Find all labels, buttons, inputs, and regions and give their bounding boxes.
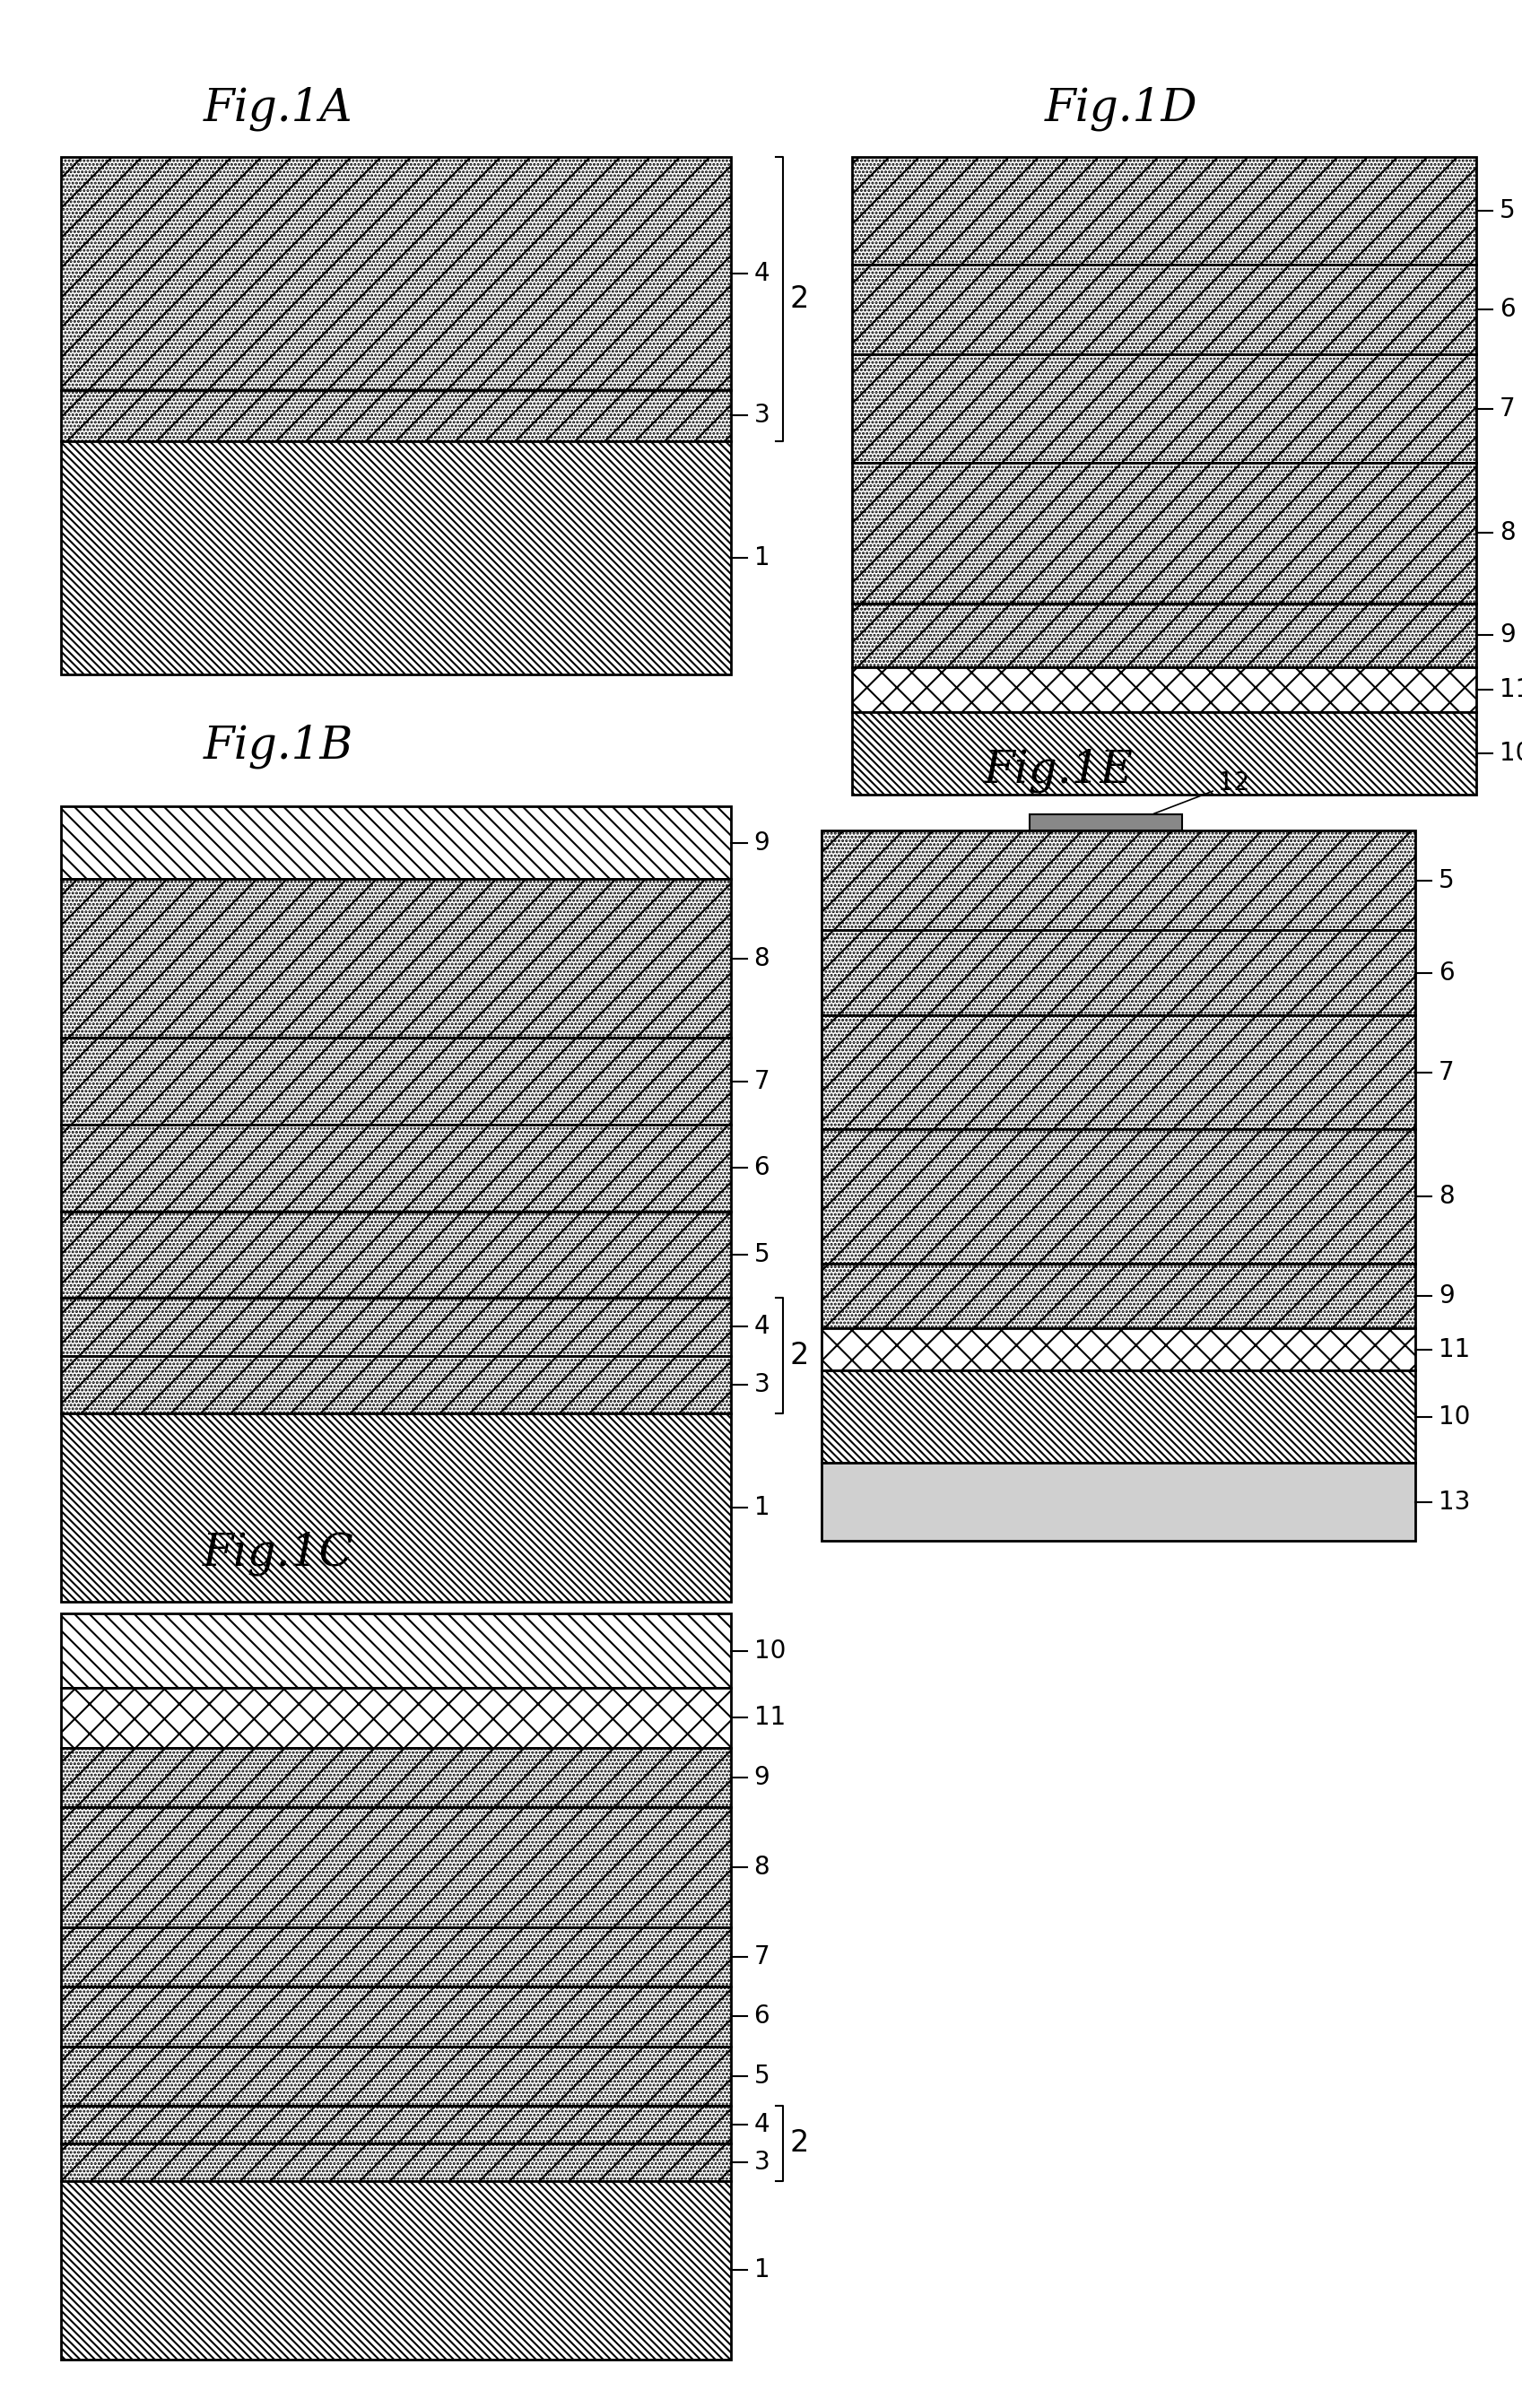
Text: 2: 2 — [790, 284, 808, 313]
Bar — [61, 1413, 731, 1601]
Text: Fig.1E: Fig.1E — [983, 749, 1134, 792]
Text: 9: 9 — [1499, 624, 1516, 648]
Bar — [822, 1264, 1415, 1327]
Text: 5: 5 — [1438, 867, 1455, 893]
Text: 12: 12 — [1154, 771, 1250, 814]
Bar — [61, 390, 731, 441]
Bar — [61, 1298, 731, 1356]
Text: 9: 9 — [753, 1765, 770, 1789]
Bar — [61, 2107, 731, 2143]
Bar — [61, 1808, 731, 1926]
Text: 3: 3 — [753, 1373, 770, 1397]
Text: 3: 3 — [753, 2150, 770, 2174]
Bar — [61, 441, 731, 674]
Bar — [61, 2047, 731, 2107]
Text: 4: 4 — [753, 2112, 770, 2138]
Text: Fig.1A: Fig.1A — [204, 87, 353, 130]
Text: 6: 6 — [753, 2003, 770, 2030]
Bar — [852, 602, 1476, 667]
Text: 7: 7 — [1438, 1060, 1455, 1086]
Text: 11: 11 — [1438, 1336, 1470, 1363]
Bar — [61, 1926, 731, 1987]
Text: 5: 5 — [753, 2064, 770, 2088]
Text: Fig.1B: Fig.1B — [202, 725, 353, 768]
Text: 3: 3 — [753, 402, 770, 429]
Text: Fig.1C: Fig.1C — [202, 1531, 353, 1575]
Bar — [822, 1327, 1415, 1370]
Text: 10: 10 — [753, 1637, 785, 1664]
Bar — [61, 1987, 731, 2047]
Text: 11: 11 — [753, 1705, 785, 1731]
Text: 13: 13 — [1438, 1491, 1470, 1515]
Bar — [61, 2182, 731, 2360]
Text: 4: 4 — [753, 1315, 770, 1339]
Text: 9: 9 — [1438, 1283, 1455, 1308]
Bar — [852, 265, 1476, 354]
Bar — [61, 1125, 731, 1211]
Text: 7: 7 — [753, 1943, 770, 1970]
Bar — [61, 1613, 731, 1688]
Text: 1: 1 — [753, 1495, 770, 1519]
Bar — [852, 462, 1476, 602]
Bar — [61, 2143, 731, 2182]
Text: 11: 11 — [1499, 677, 1522, 701]
Bar — [61, 879, 731, 1038]
Bar — [61, 1211, 731, 1298]
Bar — [822, 831, 1415, 929]
Bar — [822, 1370, 1415, 1464]
Text: 6: 6 — [753, 1156, 770, 1180]
Text: 4: 4 — [753, 260, 770, 287]
Bar — [61, 1356, 731, 1413]
Bar — [852, 713, 1476, 795]
Text: 2: 2 — [790, 2129, 808, 2158]
Bar — [61, 1038, 731, 1125]
Text: 1: 1 — [753, 544, 770, 571]
Bar — [822, 1016, 1415, 1129]
Text: 7: 7 — [1499, 395, 1516, 421]
Text: 10: 10 — [1438, 1404, 1470, 1430]
Text: 8: 8 — [753, 1854, 770, 1881]
Text: 5: 5 — [753, 1243, 770, 1267]
Bar — [852, 667, 1476, 713]
Bar — [852, 354, 1476, 462]
Text: 5: 5 — [1499, 197, 1516, 224]
Text: 7: 7 — [753, 1069, 770, 1093]
Bar — [61, 157, 731, 390]
Bar — [1029, 814, 1183, 831]
Text: 8: 8 — [1499, 520, 1516, 547]
Text: 8: 8 — [1438, 1185, 1455, 1209]
Text: 10: 10 — [1499, 742, 1522, 766]
Text: 2: 2 — [790, 1341, 808, 1370]
Bar — [822, 929, 1415, 1016]
Text: 8: 8 — [753, 946, 770, 970]
Bar — [61, 1688, 731, 1748]
Text: 1: 1 — [753, 2259, 770, 2283]
Text: 9: 9 — [753, 831, 770, 855]
Bar — [61, 1748, 731, 1808]
Bar — [852, 157, 1476, 265]
Bar — [61, 807, 731, 879]
Text: 6: 6 — [1438, 961, 1455, 985]
Bar — [822, 1464, 1415, 1541]
Bar — [822, 1129, 1415, 1264]
Text: Fig.1D: Fig.1D — [1044, 87, 1198, 130]
Text: 6: 6 — [1499, 296, 1516, 323]
